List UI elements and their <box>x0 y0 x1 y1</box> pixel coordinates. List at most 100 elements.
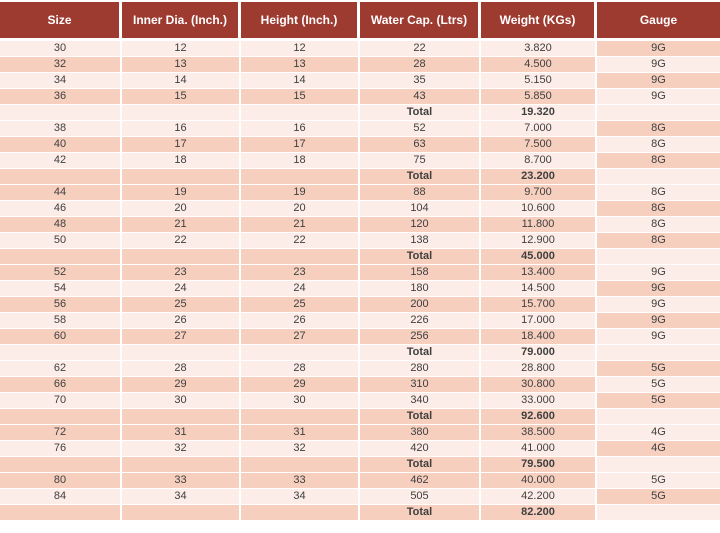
cell-gauge: 8G <box>597 201 720 217</box>
cell-gauge: 9G <box>597 297 720 313</box>
cell-inner-dia <box>122 505 241 521</box>
cell-inner-dia: 32 <box>122 441 241 457</box>
cell-gauge: 5G <box>597 361 720 377</box>
table-row: 30 12 12 22 3.820 9G <box>0 41 720 57</box>
table-row: 66 29 29 310 30.800 5G <box>0 377 720 393</box>
cell-weight: 18.400 <box>481 329 597 345</box>
cell-water-cap: 88 <box>360 185 481 201</box>
cell-inner-dia <box>122 105 241 121</box>
column-header-size: Size <box>0 2 122 41</box>
cell-weight: 33.000 <box>481 393 597 409</box>
cell-size: 32 <box>0 57 122 73</box>
cell-weight: 8.700 <box>481 153 597 169</box>
cell-height <box>241 409 360 425</box>
cell-water-cap: 310 <box>360 377 481 393</box>
cell-water-cap: 158 <box>360 265 481 281</box>
cell-size: 40 <box>0 137 122 153</box>
cell-height: 22 <box>241 233 360 249</box>
cell-gauge: 8G <box>597 137 720 153</box>
cell-height: 16 <box>241 121 360 137</box>
cell-size: 70 <box>0 393 122 409</box>
cell-weight: 17.000 <box>481 313 597 329</box>
table-row: 42 18 18 75 8.700 8G <box>0 153 720 169</box>
cell-gauge <box>597 505 720 521</box>
table-row: 38 16 16 52 7.000 8G <box>0 121 720 137</box>
cell-gauge: 9G <box>597 89 720 105</box>
cell-weight: 13.400 <box>481 265 597 281</box>
cell-gauge: 9G <box>597 281 720 297</box>
cell-size <box>0 105 122 121</box>
cell-size: 48 <box>0 217 122 233</box>
cell-size: 30 <box>0 41 122 57</box>
cell-size: 62 <box>0 361 122 377</box>
column-header-water-cap: Water Cap. (Ltrs) <box>360 2 481 41</box>
cell-inner-dia: 20 <box>122 201 241 217</box>
table-row: 62 28 28 280 28.800 5G <box>0 361 720 377</box>
cell-water-cap: 138 <box>360 233 481 249</box>
cell-height: 25 <box>241 297 360 313</box>
cell-size: 34 <box>0 73 122 89</box>
table-row: 52 23 23 158 13.400 9G <box>0 265 720 281</box>
cell-inner-dia <box>122 345 241 361</box>
cell-height: 20 <box>241 201 360 217</box>
cell-inner-dia <box>122 169 241 185</box>
column-header-gauge: Gauge <box>597 2 720 41</box>
cell-height <box>241 169 360 185</box>
cell-weight: 7.000 <box>481 121 597 137</box>
cell-height: 28 <box>241 361 360 377</box>
cell-weight: 4.500 <box>481 57 597 73</box>
cell-height: 34 <box>241 489 360 505</box>
cell-height: 13 <box>241 57 360 73</box>
cell-size: 38 <box>0 121 122 137</box>
cell-gauge <box>597 105 720 121</box>
cell-size <box>0 345 122 361</box>
cell-inner-dia: 29 <box>122 377 241 393</box>
cell-size <box>0 169 122 185</box>
cell-water-cap: 35 <box>360 73 481 89</box>
cell-height: 27 <box>241 329 360 345</box>
cell-inner-dia: 28 <box>122 361 241 377</box>
cell-weight: 30.800 <box>481 377 597 393</box>
cell-size: 84 <box>0 489 122 505</box>
table-body: 30 12 12 22 3.820 9G 32 13 13 28 4.500 9G 34 14 14 35 5.… <box>0 41 720 521</box>
table-row: 58 26 26 226 17.000 9G <box>0 313 720 329</box>
total-row: Total 79.500 <box>0 457 720 473</box>
cell-gauge <box>597 409 720 425</box>
cell-size: 58 <box>0 313 122 329</box>
cell-inner-dia: 22 <box>122 233 241 249</box>
cell-inner-dia: 17 <box>122 137 241 153</box>
cell-size: 76 <box>0 441 122 457</box>
cell-weight: 42.200 <box>481 489 597 505</box>
cell-weight: 5.850 <box>481 89 597 105</box>
cell-water-cap: 28 <box>360 57 481 73</box>
cell-water-cap: Total <box>360 409 481 425</box>
cell-weight: 79.500 <box>481 457 597 473</box>
table-row: 54 24 24 180 14.500 9G <box>0 281 720 297</box>
cell-inner-dia <box>122 457 241 473</box>
cell-height: 19 <box>241 185 360 201</box>
table-row: 50 22 22 138 12.900 8G <box>0 233 720 249</box>
cell-weight: 40.000 <box>481 473 597 489</box>
cell-gauge: 4G <box>597 425 720 441</box>
cell-size <box>0 249 122 265</box>
cell-water-cap: 63 <box>360 137 481 153</box>
table-row: 80 33 33 462 40.000 5G <box>0 473 720 489</box>
cell-inner-dia: 19 <box>122 185 241 201</box>
cell-inner-dia <box>122 249 241 265</box>
table-row: 46 20 20 104 10.600 8G <box>0 201 720 217</box>
cell-inner-dia <box>122 409 241 425</box>
cell-gauge: 5G <box>597 393 720 409</box>
cell-height: 21 <box>241 217 360 233</box>
cell-inner-dia: 34 <box>122 489 241 505</box>
cell-weight: 45.000 <box>481 249 597 265</box>
cell-weight: 28.800 <box>481 361 597 377</box>
table-row: 84 34 34 505 42.200 5G <box>0 489 720 505</box>
cell-size: 60 <box>0 329 122 345</box>
cell-height: 12 <box>241 41 360 57</box>
cell-water-cap: 226 <box>360 313 481 329</box>
cell-height: 15 <box>241 89 360 105</box>
total-row: Total 92.600 <box>0 409 720 425</box>
cell-size: 50 <box>0 233 122 249</box>
cell-water-cap: 256 <box>360 329 481 345</box>
